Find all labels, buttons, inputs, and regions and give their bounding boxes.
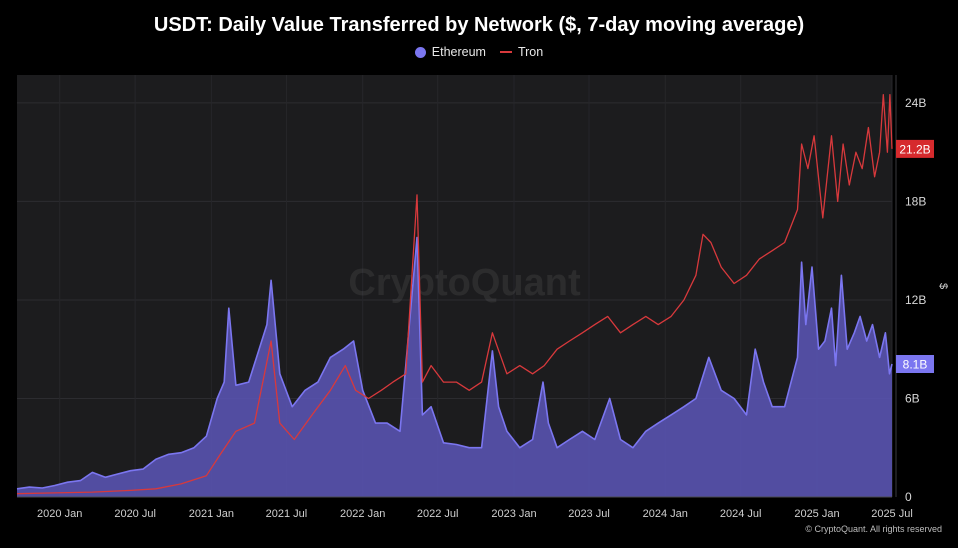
- last-value-badge-ethereum: [896, 354, 934, 373]
- x-tick-label: 2022 Jul: [417, 508, 459, 520]
- legend-swatch-tron: [499, 51, 512, 53]
- x-tick-label: 2024 Jul: [720, 508, 762, 520]
- legend: Ethereum Tron: [0, 45, 958, 59]
- series-line-tron: [16, 94, 893, 495]
- x-tick-label: 2020 Jul: [114, 508, 156, 520]
- last-value-label-tron: 21.2B: [899, 142, 930, 156]
- copyright-notice: © CryptoQuant. All rights reserved: [805, 524, 942, 534]
- y-tick-label: 24B: [905, 96, 926, 110]
- x-tick-label: 2024 Jan: [643, 508, 688, 520]
- x-tick-label: 2021 Jan: [189, 508, 234, 520]
- x-tick-label: 2025 Jan: [794, 508, 839, 520]
- x-tick-label: 2023 Jul: [568, 508, 610, 520]
- last-value-badge-tron: [896, 139, 934, 158]
- legend-label-tron: Tron: [517, 45, 544, 59]
- y-tick-label: 12B: [905, 293, 926, 307]
- y-tick-label: 0: [905, 490, 912, 504]
- y-tick-label: 18B: [905, 194, 926, 208]
- watermark: CryptoQuant: [348, 262, 581, 304]
- x-tick-label: 2020 Jan: [37, 508, 82, 520]
- chart-title: USDT: Daily Value Transferred by Network…: [153, 14, 805, 36]
- last-value-label-ethereum: 8.1B: [903, 357, 928, 371]
- x-tick-label: 2021 Jul: [266, 508, 308, 520]
- x-tick-label: 2023 Jan: [491, 508, 536, 520]
- legend-item-ethereum[interactable]: Ethereum: [414, 45, 486, 59]
- x-tick-label: 2025 Jul: [871, 508, 913, 520]
- y-tick-label: 6B: [905, 391, 920, 405]
- y-axis-label: $: [937, 283, 949, 289]
- series-line-ethereum: [16, 236, 893, 490]
- legend-swatch-ethereum: [414, 46, 426, 58]
- x-tick-label: 2022 Jan: [340, 508, 385, 520]
- legend-item-tron[interactable]: Tron: [499, 45, 544, 59]
- legend-label-ethereum: Ethereum: [431, 45, 486, 59]
